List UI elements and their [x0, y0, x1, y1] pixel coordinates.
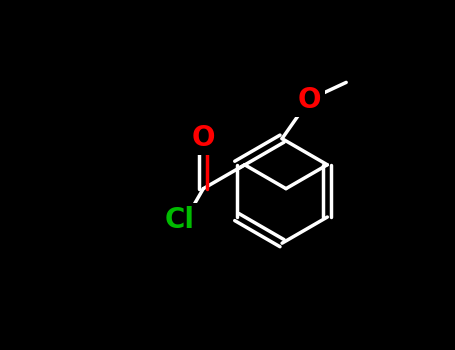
Text: O: O [298, 85, 321, 113]
Text: O: O [192, 124, 215, 152]
Text: Cl: Cl [164, 206, 194, 235]
